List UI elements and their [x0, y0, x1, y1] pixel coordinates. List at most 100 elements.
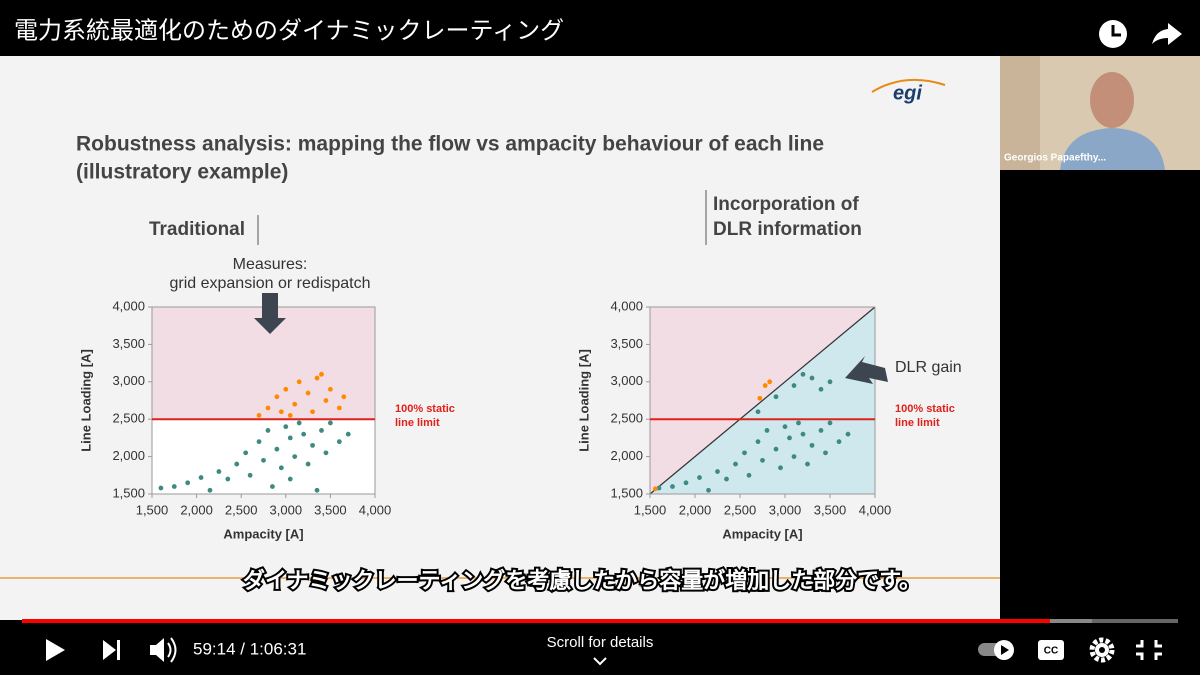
next-button[interactable] [103, 640, 120, 660]
data-point [323, 450, 329, 456]
data-point [207, 487, 213, 493]
data-point [836, 439, 842, 445]
data-point [310, 409, 315, 415]
video-title: 電力系統最適化のためのダイナミックレーティング [14, 17, 564, 44]
annotation: grid expansion or redispatch [169, 275, 370, 292]
data-point [764, 428, 770, 433]
data-point [805, 461, 810, 467]
data-point [341, 394, 347, 400]
limit-label: 100% static [395, 403, 455, 415]
data-point [270, 484, 275, 489]
logo: egi [871, 78, 946, 104]
y-axis-label: Line Loading [A] [576, 349, 591, 452]
data-point [287, 435, 293, 441]
chart-heading: DLR information [713, 219, 862, 240]
watch-later-button[interactable] [1099, 20, 1127, 48]
webcam-shirt [1060, 128, 1165, 170]
x-tick-label: 3,500 [314, 502, 347, 517]
data-point [256, 413, 262, 418]
y-tick-label: 2,000 [112, 448, 145, 463]
data-point [225, 476, 231, 482]
data-point [827, 379, 833, 385]
data-point [314, 375, 320, 381]
data-point [198, 475, 204, 480]
data-point [310, 442, 315, 448]
data-point [292, 454, 298, 459]
data-point [185, 480, 191, 486]
data-point [265, 428, 271, 433]
data-point [791, 383, 797, 388]
settings-button[interactable] [1089, 637, 1115, 663]
data-point [656, 485, 662, 491]
data-point [760, 457, 765, 463]
scroll-hint[interactable]: Scroll for details [547, 634, 654, 651]
data-point [345, 431, 351, 437]
data-point [827, 420, 833, 426]
data-point [319, 371, 324, 377]
x-tick-label: 3,000 [769, 502, 802, 517]
share-button[interactable] [1152, 23, 1182, 45]
data-point [305, 461, 311, 467]
y-tick-label: 2,500 [610, 411, 643, 426]
data-point [243, 450, 249, 456]
x-axis-label: Ampacity [A] [722, 526, 802, 541]
autoplay-toggle[interactable] [978, 640, 1014, 660]
scroll-chevron[interactable] [593, 657, 607, 666]
x-tick-label: 3,500 [814, 502, 847, 517]
data-point [301, 431, 307, 437]
data-point [742, 450, 747, 456]
data-point [328, 386, 333, 392]
data-point [274, 446, 280, 452]
subtitle: ダイナミックレーティングを考慮したから容量が増加した部分です。 [243, 568, 921, 593]
exit-fullscreen-button[interactable] [1136, 640, 1162, 660]
data-point [757, 395, 763, 401]
data-point [278, 409, 284, 415]
annotation-arrow [254, 293, 286, 334]
chart-heading: Incorporation of [713, 194, 859, 215]
data-point [767, 379, 773, 385]
progress-bar[interactable] [22, 619, 1178, 623]
data-point [800, 431, 806, 437]
data-point [818, 428, 824, 433]
data-point [697, 475, 702, 480]
plot-frame [649, 306, 876, 495]
limit-label: line limit [395, 417, 440, 429]
chart: 1,500 2,000 2,500 3,000 3,500 4,000 1,500 2,000… [576, 190, 962, 541]
data-point [845, 431, 851, 437]
data-point [800, 371, 806, 377]
diagonal-line [649, 306, 876, 495]
limit-label: 100% static [895, 403, 955, 415]
data-point [171, 484, 177, 489]
data-point [283, 424, 289, 430]
play-button[interactable] [46, 639, 65, 661]
captions-button[interactable]: CC [1038, 640, 1064, 660]
data-point [809, 442, 815, 448]
x-tick-label: 4,000 [359, 502, 392, 517]
data-point [247, 472, 253, 478]
data-point [292, 401, 298, 407]
x-tick-label: 2,500 [724, 502, 757, 517]
slide-title: Robustness analysis: mapping the flow vs… [76, 133, 824, 156]
x-tick-label: 1,500 [136, 502, 169, 517]
y-tick-label: 3,000 [610, 373, 643, 388]
data-point [328, 420, 333, 426]
x-axis-label: Ampacity [A] [223, 526, 303, 541]
data-point [323, 398, 329, 403]
data-point [755, 409, 761, 415]
data-point [823, 450, 828, 456]
data-point [296, 379, 302, 385]
data-point [336, 439, 342, 445]
data-point [791, 454, 797, 459]
logo-text: egi [893, 82, 922, 104]
data-point [778, 465, 783, 471]
data-point [733, 461, 738, 467]
chart: 1,500 2,000 2,500 3,000 3,500 4,000 1,500 2,000… [78, 215, 455, 541]
data-point [256, 439, 262, 445]
data-point [287, 413, 293, 418]
data-point [809, 375, 815, 381]
volume-button[interactable] [150, 637, 177, 663]
x-tick-label: 2,000 [679, 502, 712, 517]
data-point [787, 435, 792, 441]
data-point [216, 469, 222, 474]
